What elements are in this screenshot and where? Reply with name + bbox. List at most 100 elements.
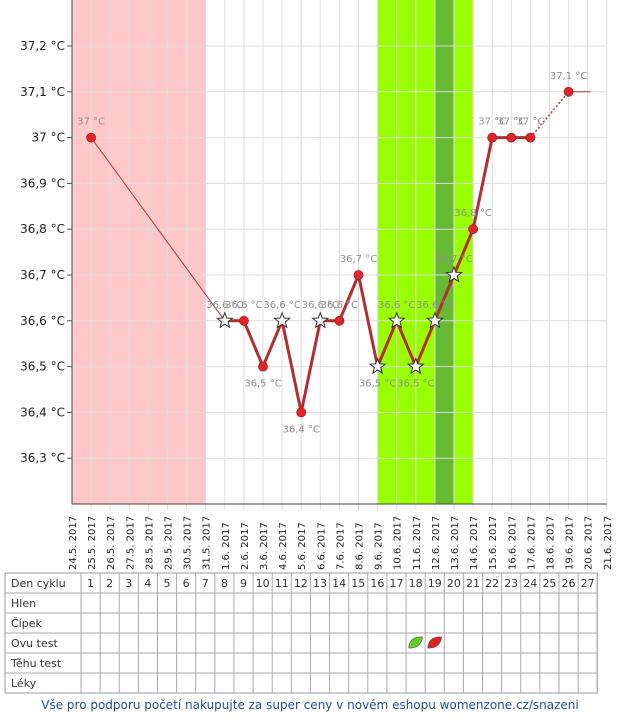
x-tick-label: 28.5. 2017 [144, 516, 155, 570]
data-label: 36,6 °C [225, 300, 262, 311]
data-label: 36,7 °C [340, 254, 377, 265]
data-label: 36,6 °C [206, 300, 243, 311]
ovu-negative-icon [427, 636, 443, 649]
x-tick-label: 6.6. 2017 [316, 522, 327, 570]
x-tick-label: 18.6. 2017 [546, 516, 557, 570]
star-marker [445, 265, 463, 283]
x-tick-label: 10.6. 2017 [393, 516, 404, 570]
x-tick-label: 16.6. 2017 [507, 516, 518, 570]
star-marker [387, 311, 406, 329]
data-point [468, 224, 479, 235]
data-label: 37,1 °C [550, 71, 587, 82]
table-row-label: Hlen [11, 597, 36, 610]
y-tick-label: 36,7 °C [20, 268, 65, 282]
x-tick-label: 24.5. 2017 [68, 516, 79, 570]
x-tick-label: 4.6. 2017 [278, 522, 289, 570]
footer-link[interactable]: Vše pro podporu početí nakupujte za supe… [41, 698, 579, 712]
data-label: 36,6 °C [321, 300, 358, 311]
data-point [258, 361, 268, 372]
data-point [86, 132, 96, 143]
y-tick-label: 37 °C [32, 131, 65, 145]
data-label: 36,6 °C [416, 300, 453, 311]
x-tick-label: 31.5. 2017 [202, 516, 213, 570]
x-tick-label: 1.6. 2017 [221, 522, 232, 570]
star-marker [406, 357, 425, 375]
background-band [377, 0, 474, 504]
x-tick-label: 14.6. 2017 [469, 516, 480, 570]
x-tick-label: 5.6. 2017 [297, 522, 308, 570]
data-point [296, 407, 307, 418]
y-tick-label: 37,2 °C [20, 39, 65, 53]
table-day-number: 8 [221, 577, 228, 590]
table-day-number: 21 [466, 577, 480, 590]
x-tick-label: 2.6. 2017 [240, 522, 251, 570]
data-label: 37 °C [497, 117, 525, 128]
table-day-number: 7 [202, 577, 209, 590]
x-tick-label: 26.5. 2017 [106, 516, 117, 570]
y-tick-label: 36,4 °C [20, 405, 65, 419]
data-point [487, 132, 498, 143]
x-tick-label: 3.6. 2017 [259, 522, 270, 570]
table-day-number: 14 [332, 577, 346, 590]
x-tick-label: 11.6. 2017 [412, 516, 423, 570]
x-tick-label: 12.6. 2017 [431, 516, 442, 570]
star-marker [425, 311, 444, 329]
table-day-number: 15 [351, 577, 365, 590]
table-day-number: 9 [240, 577, 247, 590]
data-label: 36,5 °C [244, 379, 281, 390]
table-day-number: 4 [144, 577, 151, 590]
table-day-number: 22 [485, 577, 499, 590]
table-day-number: 1 [87, 577, 94, 590]
table-row-label: Ovu test [11, 637, 58, 650]
x-tick-label: 7.6. 2017 [335, 522, 346, 570]
y-tick-label: 36,6 °C [20, 314, 65, 328]
x-tick-label: 13.6. 2017 [450, 516, 461, 570]
y-tick-label: 36,5 °C [20, 360, 65, 374]
data-label: 36,6 °C [378, 300, 415, 311]
table-day-number: 2 [106, 577, 113, 590]
table-day-number: 5 [164, 577, 171, 590]
data-label: 36,7 °C [435, 254, 472, 265]
y-tick-label: 36,9 °C [20, 176, 65, 190]
table-day-number: 6 [183, 577, 190, 590]
data-point [353, 270, 364, 280]
data-point [238, 315, 249, 326]
data-label: 36,5 °C [397, 379, 434, 390]
data-label: 37 °C [77, 117, 105, 128]
table-day-number: 23 [504, 577, 518, 590]
series-line-segment [90, 137, 226, 322]
x-tick-label: 17.6. 2017 [526, 516, 537, 570]
x-tick-label: 8.6. 2017 [355, 522, 366, 570]
data-label: 36,6 °C [263, 300, 300, 311]
table-day-number: 3 [125, 577, 132, 590]
table-day-number: 12 [294, 577, 308, 590]
x-tick-label: 20.6. 2017 [584, 516, 595, 570]
table-day-number: 17 [389, 577, 403, 590]
x-tick-label: 15.6. 2017 [488, 516, 499, 570]
data-label: 36,5 °C [359, 379, 396, 390]
ovu-positive-icon [408, 636, 423, 649]
star-marker [311, 311, 330, 329]
data-point [506, 132, 517, 143]
table-day-number: 27 [581, 577, 595, 590]
background-band [72, 0, 206, 504]
data-label: 37 °C [478, 117, 506, 128]
table-day-number: 11 [275, 577, 289, 590]
x-tick-label: 27.5. 2017 [125, 516, 136, 570]
data-label: 36,6 °C [302, 300, 339, 311]
table-day-number: 13 [313, 577, 327, 590]
table-day-number: 16 [370, 577, 384, 590]
table-row-label: Den cyklu [11, 577, 66, 590]
data-point [563, 86, 574, 97]
y-tick-label: 36,3 °C [20, 451, 65, 465]
table-day-number: 25 [542, 577, 556, 590]
table-day-number: 19 [428, 577, 442, 590]
x-tick-label: 9.6. 2017 [374, 522, 385, 570]
table-day-number: 10 [256, 577, 270, 590]
data-label: 36,4 °C [282, 424, 319, 435]
series-line-dotted [529, 91, 570, 139]
x-tick-label: 19.6. 2017 [565, 516, 576, 570]
star-marker [273, 311, 292, 329]
y-tick-label: 37,1 °C [20, 85, 65, 99]
